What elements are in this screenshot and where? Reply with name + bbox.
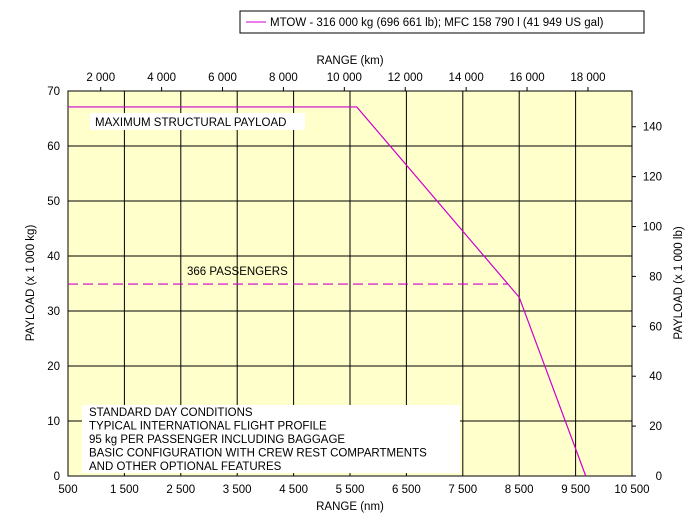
- y2-tick-label: 120: [643, 172, 662, 184]
- max-payload-label-bg: [90, 113, 305, 130]
- legend: MTOW - 316 000 kg (696 661 lb); MFC 158 …: [239, 10, 645, 34]
- y2-axis-title: PAYLOAD (x 1 000 lb): [673, 226, 685, 340]
- max-payload-label: MAXIMUM STRUCTURAL PAYLOAD: [95, 117, 286, 129]
- x2-tick-label: 4 000: [147, 72, 176, 84]
- x-tick-label: 4 500: [279, 484, 308, 496]
- y-tick-label: 30: [47, 306, 60, 318]
- x2-tick-label: 14 000: [449, 72, 484, 84]
- x2-tick-label: 10 000: [327, 72, 362, 84]
- y2-tick-label: 0: [656, 471, 662, 483]
- x2-tick-label: 8 000: [269, 72, 298, 84]
- notes-box: [82, 405, 460, 473]
- y-tick-label: 0: [54, 471, 60, 483]
- notes: STANDARD DAY CONDITIONS TYPICAL INTERNATI…: [89, 407, 427, 473]
- x2-axis-title: RANGE (km): [316, 55, 383, 67]
- x-tick-label: 10 500: [614, 484, 649, 496]
- note-line: 95 kg PER PASSENGER INCLUDING BAGGAGE: [89, 434, 345, 446]
- x2-tick-label: 2 000: [86, 72, 115, 84]
- x2-tick-label: 18 000: [570, 72, 605, 84]
- x2-tick-label: 6 000: [208, 72, 237, 84]
- y2-tick-label: 40: [649, 371, 662, 383]
- passengers-label: 366 PASSENGERS: [187, 266, 288, 278]
- x-tick-label: 3 500: [223, 484, 252, 496]
- note-line: STANDARD DAY CONDITIONS: [89, 407, 253, 419]
- legend-label: MTOW - 316 000 kg (696 661 lb); MFC 158 …: [270, 17, 604, 29]
- y-tick-label: 40: [47, 251, 60, 263]
- x2-tick-label: 12 000: [388, 72, 423, 84]
- x-tick-label: 2 500: [166, 484, 195, 496]
- y-axis-title: PAYLOAD (x 1 000 kg): [25, 225, 37, 342]
- y2-tick-label: 20: [649, 421, 662, 433]
- x-tick-label: 8 500: [505, 484, 534, 496]
- y-tick-label: 60: [47, 141, 60, 153]
- y-tick-label: 50: [47, 196, 60, 208]
- x2-tick-label: 16 000: [509, 72, 544, 84]
- x-tick-label: 500: [58, 484, 77, 496]
- mtow-line: [68, 106, 587, 477]
- ticks: 500 1 500 2 500 3 500 4 500 5 500 6 500 7 500 8 …: [47, 72, 662, 496]
- y-tick-label: 20: [47, 361, 60, 373]
- series: [68, 106, 587, 477]
- note-line: AND OTHER OPTIONAL FEATURES: [89, 461, 282, 473]
- x-tick-label: 9 500: [561, 484, 590, 496]
- x-tick-label: 5 500: [336, 484, 365, 496]
- note-line: BASIC CONFIGURATION WITH CREW REST COMPA…: [89, 448, 427, 460]
- x-axis-title: RANGE (nm): [316, 501, 384, 513]
- x-tick-label: 1 500: [110, 484, 139, 496]
- y-tick-label: 10: [47, 416, 60, 428]
- y2-tick-label: 60: [649, 321, 662, 333]
- x-tick-label: 6 500: [392, 484, 421, 496]
- y2-tick-label: 140: [643, 122, 662, 134]
- y2-tick-label: 100: [643, 222, 662, 234]
- y-tick-label: 70: [47, 86, 60, 98]
- y2-tick-label: 80: [649, 271, 662, 283]
- x-tick-label: 7 500: [448, 484, 477, 496]
- note-line: TYPICAL INTERNATIONAL FLIGHT PROFILE: [89, 421, 327, 433]
